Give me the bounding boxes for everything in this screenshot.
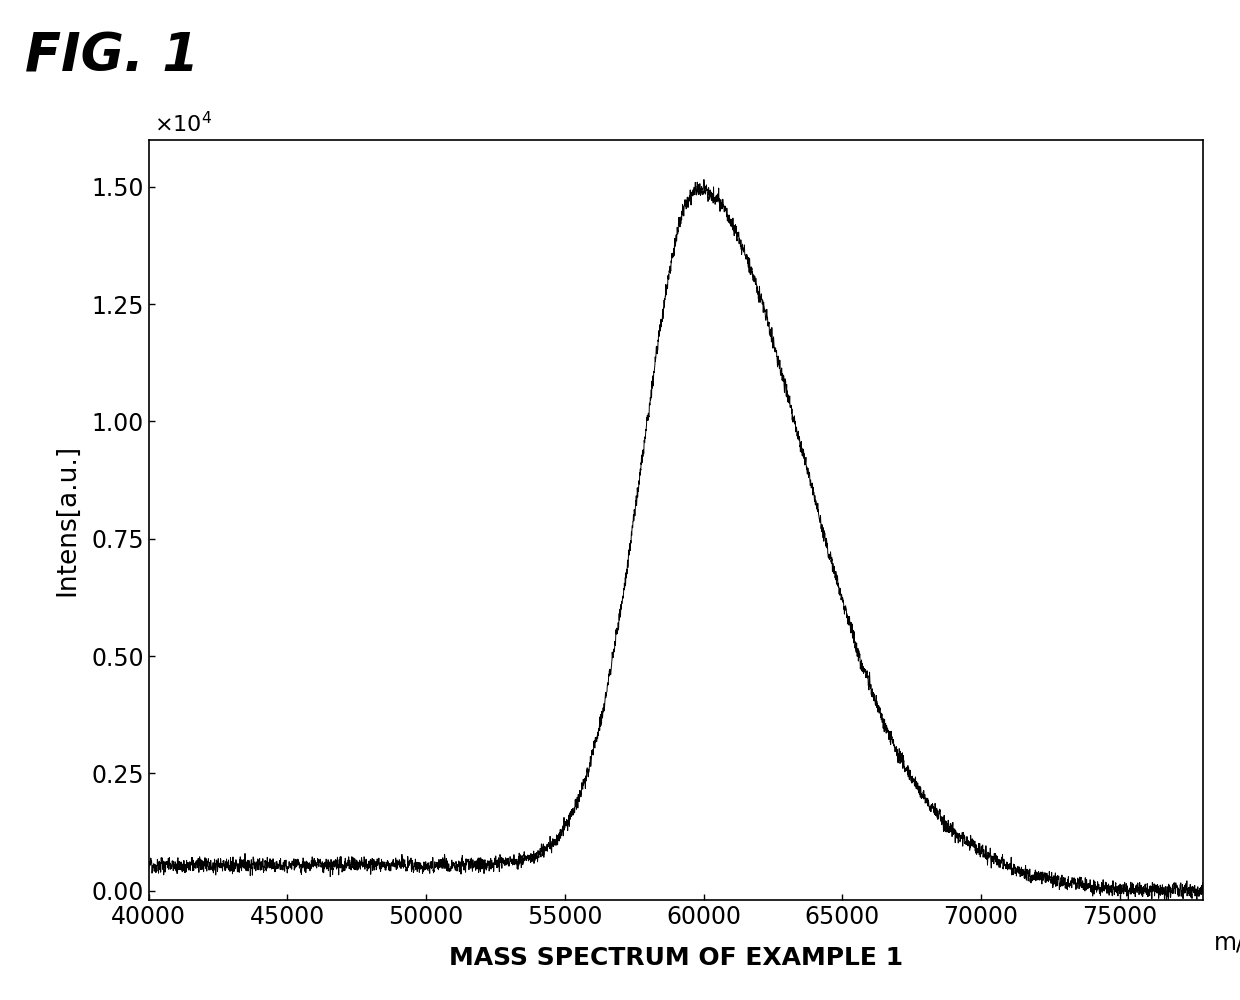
Text: $\times$10$^4$: $\times$10$^4$	[154, 111, 212, 136]
X-axis label: MASS SPECTRUM OF EXAMPLE 1: MASS SPECTRUM OF EXAMPLE 1	[449, 946, 903, 970]
Y-axis label: Intens[a.u.]: Intens[a.u.]	[55, 444, 81, 596]
Text: FIG. 1: FIG. 1	[25, 30, 198, 82]
Text: m/z: m/z	[1214, 931, 1240, 955]
